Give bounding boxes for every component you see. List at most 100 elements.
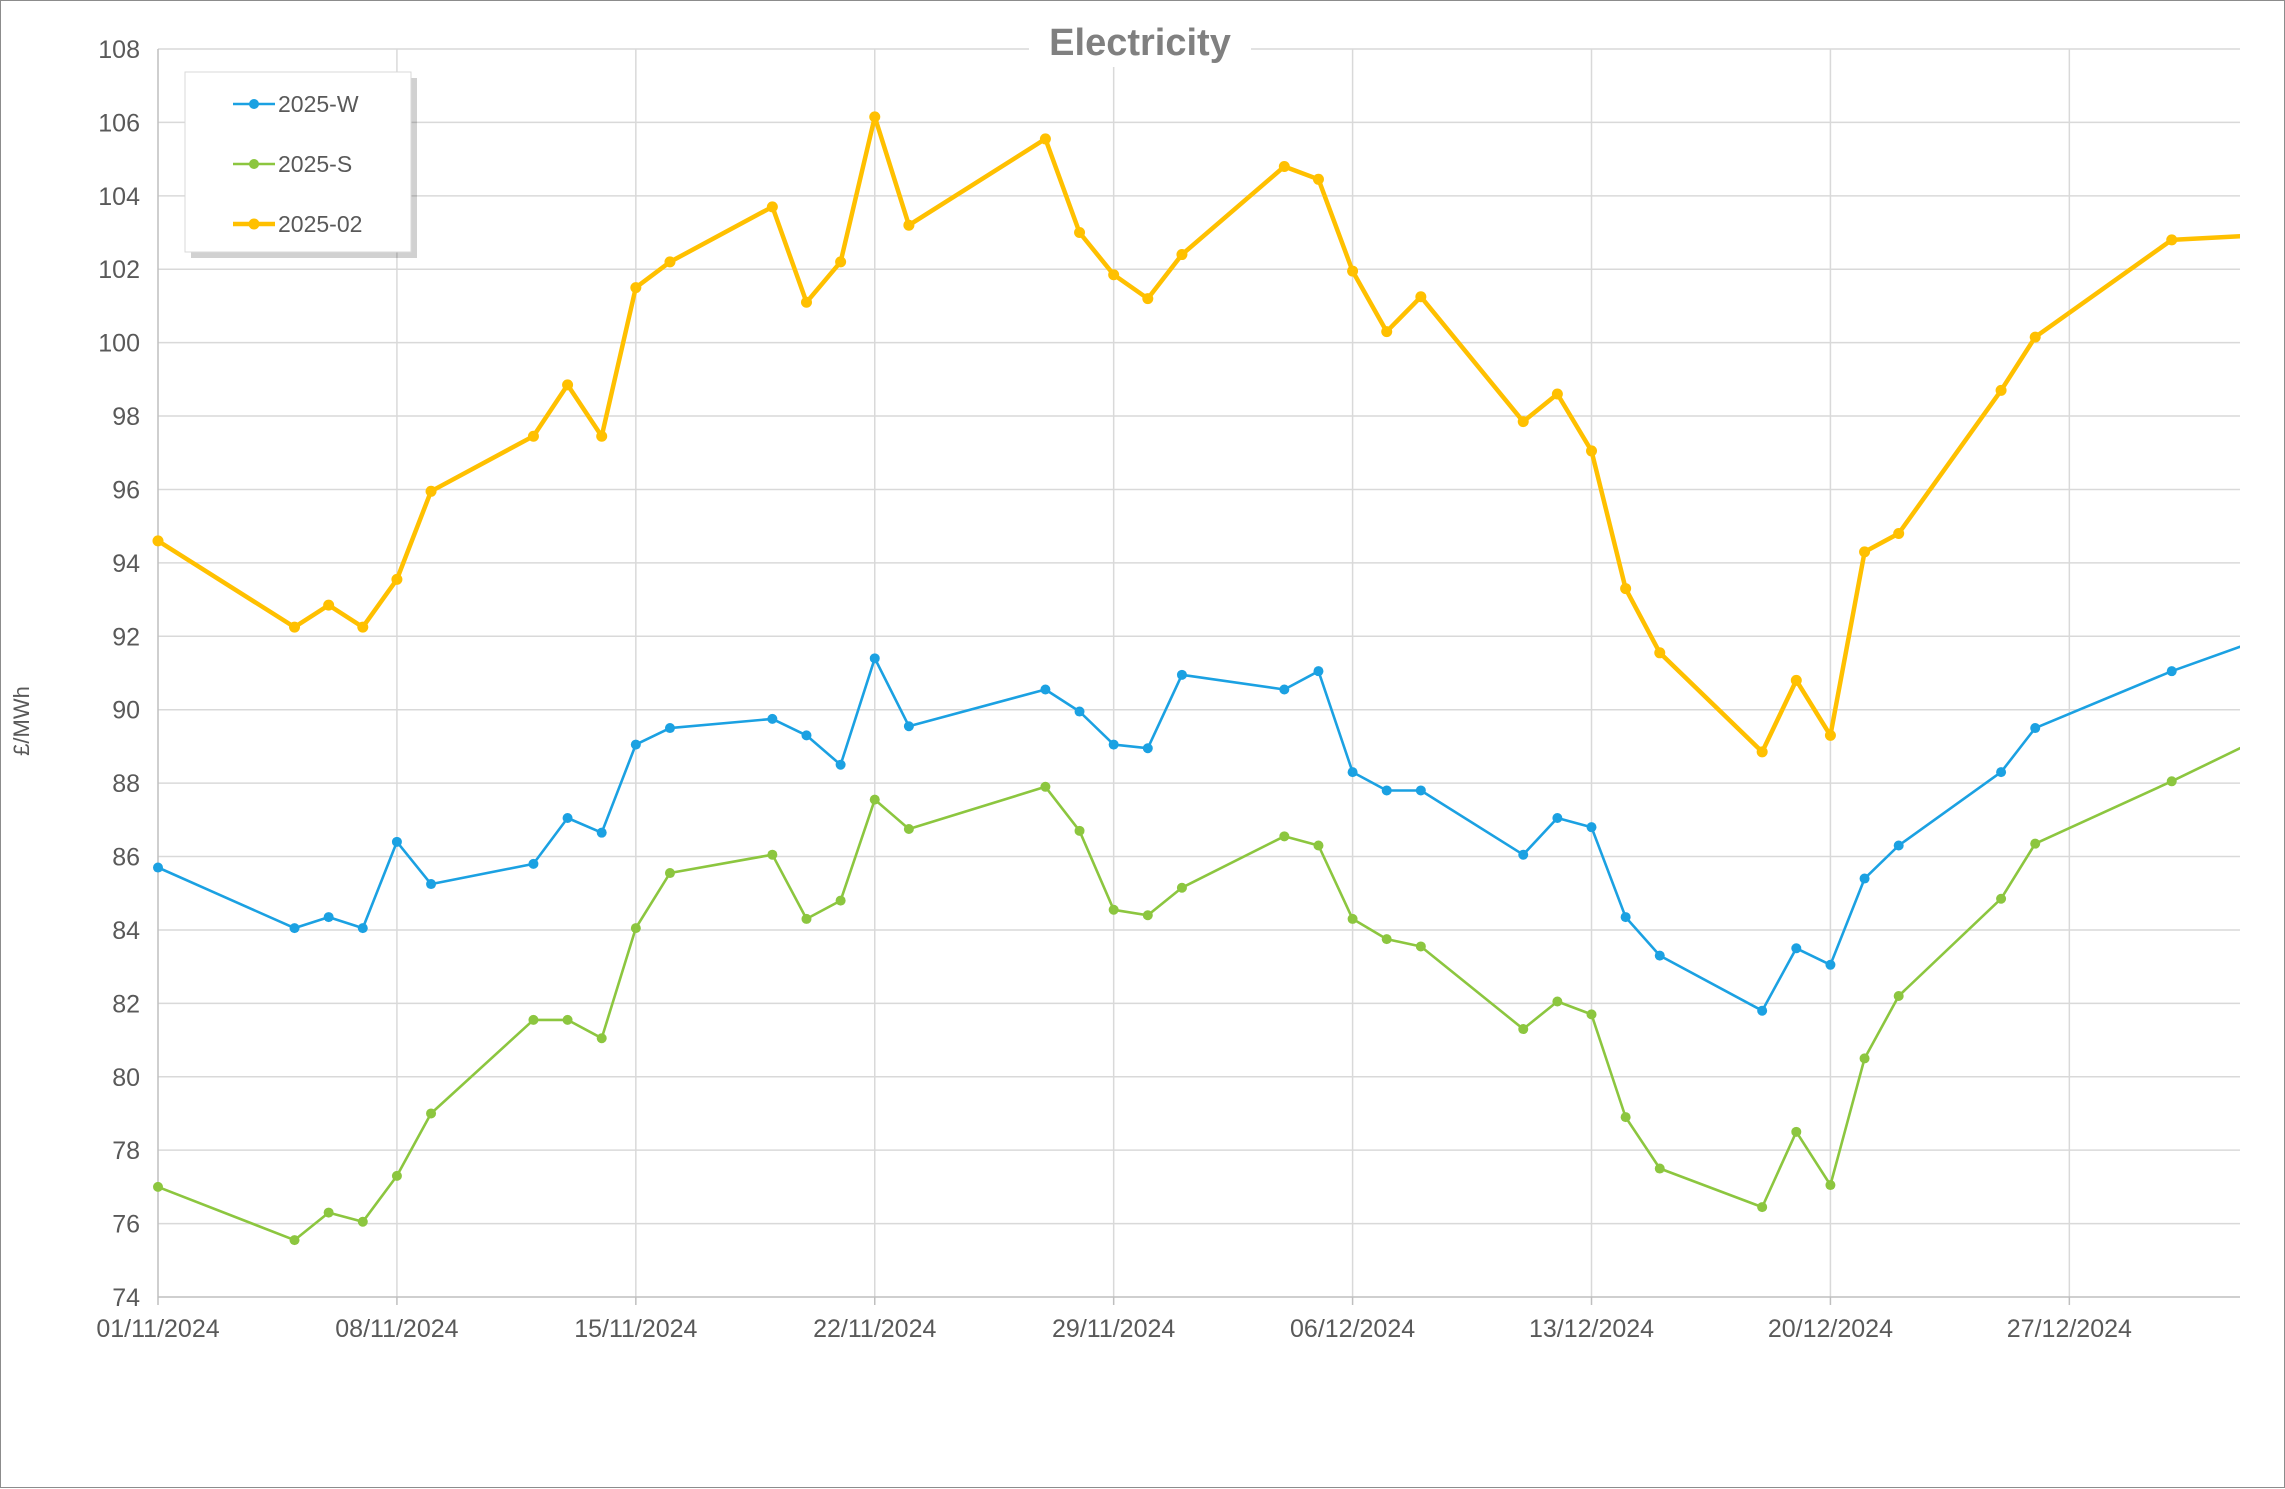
data-point-2025-w (1655, 951, 1665, 961)
data-point-2025-s (1825, 1180, 1835, 1190)
data-point-2025-02 (1654, 647, 1665, 658)
data-point-2025-s (870, 795, 880, 805)
data-point-2025-s (1996, 894, 2006, 904)
data-point-2025-02 (1996, 385, 2007, 396)
data-point-2025-w (665, 723, 675, 733)
data-point-2025-w (1143, 743, 1153, 753)
data-point-2025-s (426, 1108, 436, 1118)
data-point-2025-s (324, 1208, 334, 1218)
chart-title: Electricity (1049, 22, 1231, 64)
x-tick-label: 27/12/2024 (2007, 1315, 2132, 1343)
x-tick-label: 29/11/2024 (1052, 1315, 1175, 1343)
data-point-2025-w (324, 912, 334, 922)
data-point-2025-w (1757, 1006, 1767, 1016)
legend-label: 2025-02 (278, 211, 362, 237)
data-point-2025-s (631, 923, 641, 933)
data-point-2025-02 (1859, 546, 1870, 557)
data-point-2025-s (2269, 727, 2279, 737)
data-point-2025-w (1894, 841, 1904, 851)
data-point-2025-02 (357, 622, 368, 633)
data-point-2025-s (1075, 826, 1085, 836)
legend-label: 2025-S (278, 151, 352, 177)
data-point-2025-02 (1108, 269, 1119, 280)
data-point-2025-s (801, 914, 811, 924)
data-point-2025-s (1382, 934, 1392, 944)
data-point-2025-s (1279, 831, 1289, 841)
data-point-2025-02 (426, 486, 437, 497)
data-point-2025-s (1109, 905, 1119, 915)
data-point-2025-02 (1142, 293, 1153, 304)
x-tick-label: 20/12/2024 (1768, 1315, 1893, 1343)
data-point-2025-s (1313, 841, 1323, 851)
data-point-2025-s (563, 1015, 573, 1025)
y-tick-label: 76 (112, 1211, 140, 1239)
y-tick-label: 82 (112, 990, 140, 1018)
data-point-2025-w (1348, 767, 1358, 777)
data-point-2025-w (1621, 912, 1631, 922)
data-point-2025-w (1075, 707, 1085, 717)
y-tick-label: 96 (112, 476, 140, 504)
data-point-2025-02 (1620, 583, 1631, 594)
data-point-2025-02 (664, 256, 675, 267)
data-point-2025-w (904, 721, 914, 731)
data-point-2025-w (2269, 629, 2279, 639)
gridlines (158, 49, 2240, 1297)
data-point-2025-02 (391, 574, 402, 585)
data-point-2025-02 (2030, 332, 2041, 343)
y-tick-label: 80 (112, 1064, 140, 1092)
data-point-2025-s (1552, 997, 1562, 1007)
data-point-2025-w (392, 837, 402, 847)
data-point-2025-02 (835, 256, 846, 267)
x-tick-label: 08/11/2024 (335, 1315, 458, 1343)
data-point-2025-w (528, 859, 538, 869)
data-point-2025-s (358, 1217, 368, 1227)
data-point-2025-02 (1791, 675, 1802, 686)
data-point-2025-w (1518, 850, 1528, 860)
y-tick-label: 104 (98, 183, 140, 211)
data-point-2025-02 (1040, 133, 1051, 144)
data-point-2025-w (631, 740, 641, 750)
x-tick-label: 06/12/2024 (1290, 1315, 1415, 1343)
data-point-2025-w (1040, 685, 1050, 695)
series-lines (153, 110, 2285, 1246)
data-point-2025-s (290, 1235, 300, 1245)
data-point-2025-w (1313, 666, 1323, 676)
data-point-2025-02 (2166, 234, 2177, 245)
data-point-2025-w (767, 714, 777, 724)
legend-swatch-marker (249, 219, 260, 230)
data-point-2025-w (563, 813, 573, 823)
data-point-2025-s (1655, 1164, 1665, 1174)
y-tick-label: 100 (98, 330, 140, 358)
series-line-2025-02 (158, 115, 2285, 752)
data-point-2025-02 (1415, 291, 1426, 302)
series-2025-s (153, 622, 2285, 1245)
data-point-2025-02 (630, 282, 641, 293)
data-point-2025-02 (1313, 174, 1324, 185)
data-point-2025-s (1143, 910, 1153, 920)
data-point-2025-w (290, 923, 300, 933)
data-point-2025-w (358, 923, 368, 933)
y-tick-label: 78 (112, 1137, 140, 1165)
data-point-2025-w (801, 730, 811, 740)
data-point-2025-s (1518, 1024, 1528, 1034)
data-point-2025-02 (1518, 416, 1529, 427)
data-point-2025-02 (153, 535, 164, 546)
data-point-2025-s (1348, 914, 1358, 924)
data-point-2025-02 (1279, 161, 1290, 172)
x-tick-label: 15/11/2024 (574, 1315, 697, 1343)
y-tick-label: 106 (98, 109, 140, 137)
y-tick-labels: 7476788082848688909294969810010210410610… (98, 36, 140, 1312)
data-point-2025-02 (1074, 227, 1085, 238)
data-point-2025-02 (323, 600, 334, 611)
data-point-2025-w (1382, 785, 1392, 795)
y-tick-label: 98 (112, 403, 140, 431)
data-point-2025-s (2030, 839, 2040, 849)
data-point-2025-w (597, 828, 607, 838)
data-point-2025-w (870, 653, 880, 663)
data-point-2025-02 (869, 111, 880, 122)
data-point-2025-02 (1586, 445, 1597, 456)
data-point-2025-s (767, 850, 777, 860)
